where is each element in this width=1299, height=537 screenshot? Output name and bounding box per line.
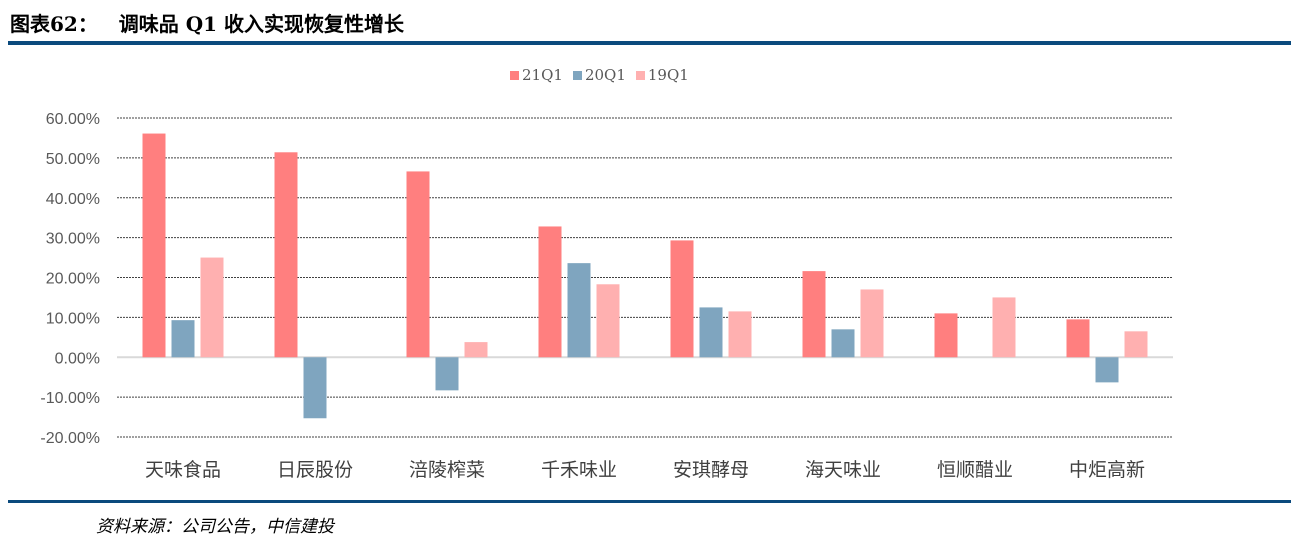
x-tick-label: 中炬高新: [1069, 459, 1145, 481]
y-tick-label: -20.00%: [40, 430, 100, 447]
bar-20q1: [699, 307, 723, 358]
bar-20q1: [831, 329, 855, 358]
legend-label: 20Q1: [584, 66, 626, 84]
bar-19q1: [464, 342, 488, 358]
bar-19q1: [596, 284, 620, 358]
x-tick-label: 恒顺醋业: [937, 459, 1013, 481]
y-tick-label: 20.00%: [46, 271, 100, 288]
bar-20q1: [1095, 357, 1119, 383]
bar-19q1: [1124, 331, 1148, 358]
legend-item-20q1: 20Q1: [572, 66, 626, 84]
legend-item-21q1: 21Q1: [510, 66, 563, 84]
figure-title-text: 调味品 Q1 收入实现恢复性增长: [118, 12, 404, 36]
y-tick-label: -10.00%: [40, 390, 100, 407]
y-tick-label: 30.00%: [46, 231, 100, 248]
x-tick-label: 海天味业: [805, 459, 881, 481]
x-tick-label: 安琪酵母: [673, 459, 749, 481]
legend-swatch-19q1: [635, 70, 645, 80]
bar-19q1: [728, 311, 752, 358]
figure-label: 图表62：: [10, 12, 98, 36]
y-tick-label: 50.00%: [46, 151, 100, 168]
x-tick-label: 涪陵榨菜: [409, 459, 485, 481]
y-tick-label: 40.00%: [46, 191, 100, 208]
legend-swatch-20q1: [572, 70, 582, 80]
y-axis: 60.00% 50.00% 40.00% 30.00% 20.00% 10.00% 0.00…: [40, 111, 100, 447]
bar-21q1: [802, 271, 826, 358]
bars: [142, 133, 1148, 419]
bar-20q1: [303, 357, 327, 419]
bar-20q1: [171, 320, 195, 358]
bar-20q1: [567, 263, 591, 358]
x-tick-label: 日辰股份: [277, 459, 353, 481]
legend-item-19q1: 19Q1: [635, 66, 689, 84]
source-note: 资料来源：公司公告，中信建投: [96, 517, 334, 537]
top-divider: [8, 41, 1291, 45]
bar-21q1: [934, 313, 958, 358]
bar-19q1: [200, 257, 224, 358]
bar-21q1: [406, 171, 430, 358]
bar-19q1: [860, 289, 884, 358]
bar-21q1: [274, 152, 298, 358]
x-tick-label: 天味食品: [145, 459, 221, 481]
bottom-divider: [8, 500, 1291, 503]
y-tick-label: 0.00%: [55, 350, 100, 367]
y-tick-label: 60.00%: [46, 111, 100, 128]
chart-legend: 21Q1 20Q1 19Q1: [510, 66, 689, 84]
y-tick-label: 10.00%: [46, 310, 100, 327]
bar-21q1: [538, 226, 562, 358]
x-tick-label: 千禾味业: [541, 459, 617, 481]
bar-20q1: [435, 357, 459, 391]
legend-swatch-21q1: [510, 70, 519, 80]
bar-19q1: [992, 297, 1016, 358]
legend-label: 21Q1: [522, 66, 563, 84]
bar-21q1: [1066, 319, 1090, 358]
bar-21q1: [670, 240, 694, 358]
x-axis: 天味食品 日辰股份 涪陵榨菜 千禾味业 安琪酵母 海天味业 恒顺醋业 中炬高新: [145, 459, 1145, 481]
legend-label: 19Q1: [647, 66, 689, 84]
bar-21q1: [142, 133, 166, 358]
figure-title: 图表62： 调味品 Q1 收入实现恢复性增长: [10, 8, 404, 37]
